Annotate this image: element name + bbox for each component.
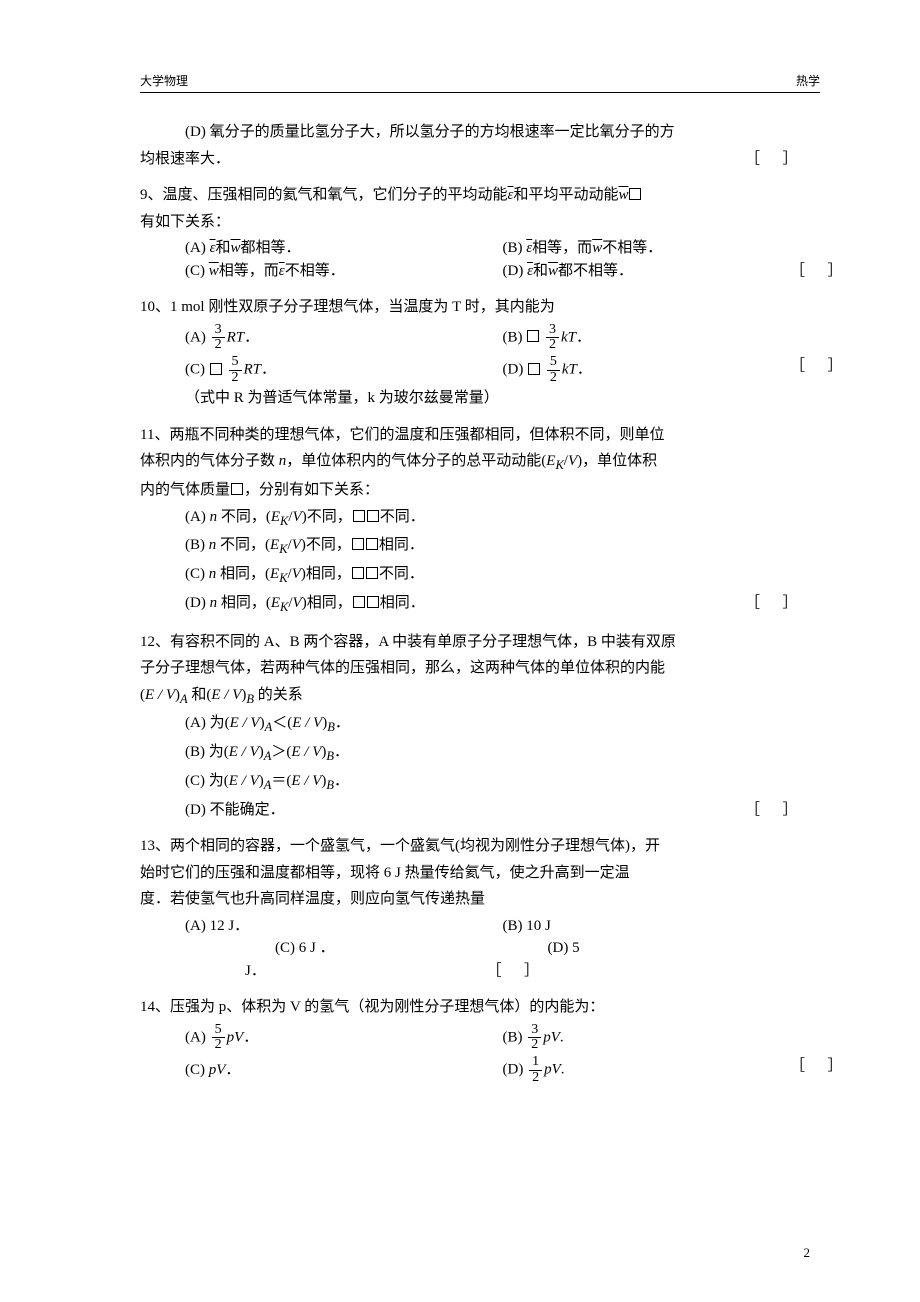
q9-stem-b: 和平均平动动能 [513, 187, 618, 203]
q13-l2: 始时它们的压强和温度都相等，现将 6 J 热量传给氦气，使之升高到一定温 [140, 862, 820, 885]
header-left: 大学物理 [140, 72, 188, 90]
q12-l2: 子分子理想气体，若两种气体的压强相同，那么，这两种气体的单位体积的内能 [140, 657, 820, 680]
q13-l1: 13、两个相同的容器，一个盛氢气，一个盛氦气(均视为刚性分子理想气体)，开 [140, 835, 820, 858]
q9-bracket: ［］ [790, 260, 865, 283]
q13-B: (B) 10 J [503, 915, 821, 938]
q9-stem-c: 有如下关系： [140, 211, 820, 234]
q14-stem: 14、压强为 p、体积为 V 的氢气（视为刚性分子理想气体）的内能为： [140, 996, 820, 1019]
q9-stem-a: 9、温度、压强相同的氦气和氧气，它们分子的平均动能 [140, 187, 508, 203]
q13-Dtail: J． [245, 963, 266, 979]
q10-note: （式中 R 为普适气体常量，k 为玻尔兹曼常量） [185, 387, 820, 410]
page-number: 2 [804, 1243, 811, 1263]
q11-bracket: ［］ [745, 592, 820, 615]
q8d-line1: (D) 氧分子的质量比氢分子大，所以氢分子的方均根速率一定比氧分子的方 [140, 121, 820, 144]
q14-bracket: ［］ [790, 1055, 865, 1078]
q10-stem: 10、1 mol 刚性双原子分子理想气体，当温度为 T 时，其内能为 [140, 296, 820, 319]
q10-C: (C) [185, 362, 209, 378]
q9-C-a: (C) [185, 263, 209, 279]
q13-C: (C) 6 J ． [275, 937, 548, 960]
q8d-bracket: ［］ [745, 148, 820, 171]
q12-l1: 12、有容积不同的 A、B 两个容器，A 中装有单原子分子理想气体，B 中装有双… [140, 631, 820, 654]
q8d-line2: 均根速率大． [140, 151, 230, 167]
q12-bracket: ［］ [745, 799, 820, 822]
header-right: 热学 [796, 72, 820, 90]
q13-bracket: ［］ [487, 963, 562, 979]
q13-l3: 度．若使氢气也升高同样温度，则应向氢气传递热量 [140, 888, 820, 911]
q9-A-a: (A) [185, 240, 210, 256]
q10-bracket: ［］ [790, 355, 865, 378]
q9-D-a: (D) [503, 263, 528, 279]
q10-A: (A) [185, 329, 210, 345]
q12-D: (D) 不能确定． [185, 802, 285, 818]
q10-B: (B) [503, 329, 527, 345]
q13-D: (D) 5 [548, 937, 821, 960]
q11-l1: 11、两瓶不同种类的理想气体，它们的温度和压强都相同，但体积不同，则单位 [140, 424, 820, 447]
q9-B-a: (B) [503, 240, 527, 256]
q10-D: (D) [503, 362, 528, 378]
q9-w1: w [618, 187, 628, 203]
q13-A: (A) 12 J． [185, 915, 503, 938]
q9-box1 [629, 188, 641, 200]
